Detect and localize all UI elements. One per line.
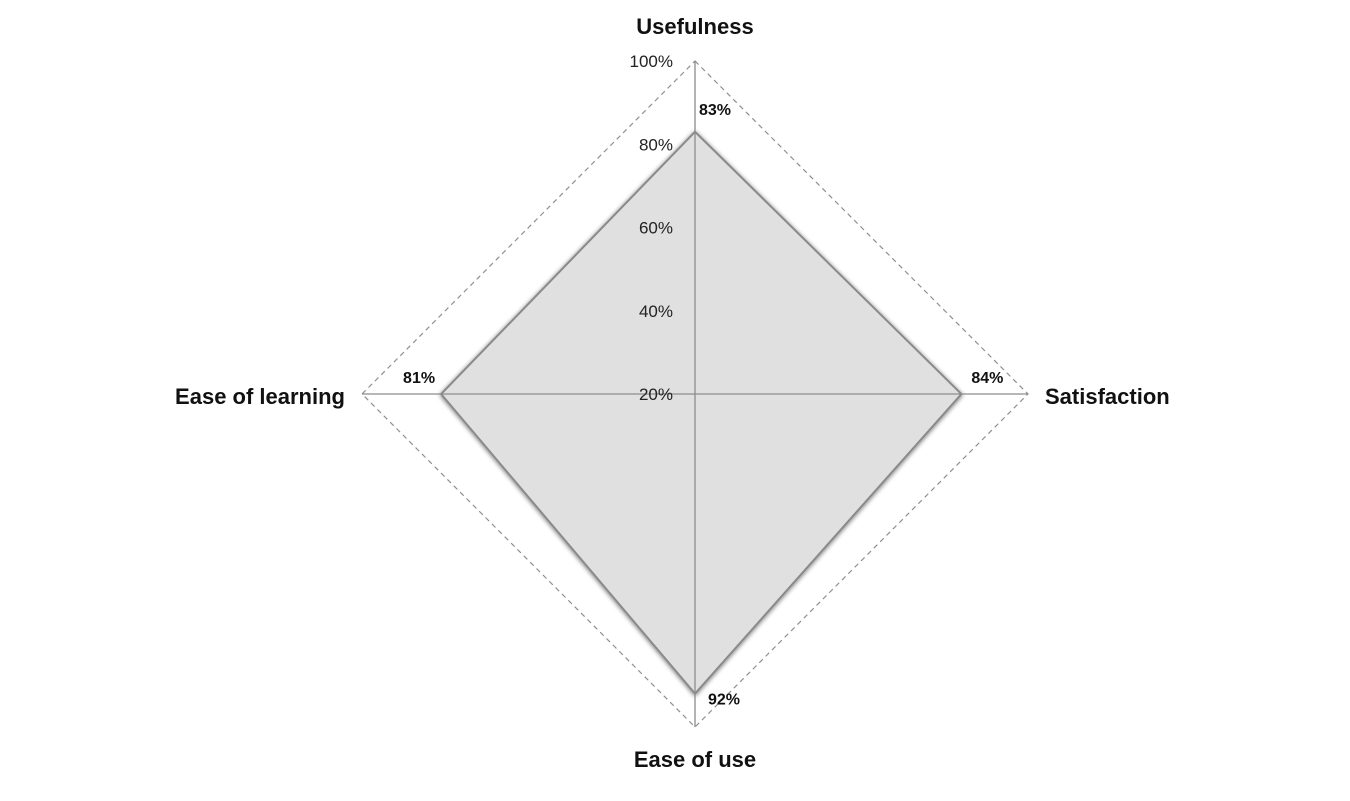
axis-label-ease-of-learning: Ease of learning [175, 384, 345, 409]
data-area [439, 130, 963, 696]
axis-label-usefulness: Usefulness [636, 14, 753, 39]
data-label-ease-of-use: 92% [708, 692, 740, 709]
data-label-usefulness: 83% [699, 102, 731, 119]
outer-gridline [361, 60, 1029, 728]
tick-label: 100% [630, 52, 673, 71]
tick-label: 80% [639, 135, 673, 154]
tick-label: 60% [639, 219, 673, 238]
data-label-ease-of-learning: 81% [403, 370, 435, 387]
tick-label: 40% [639, 302, 673, 321]
tick-label: 20% [639, 385, 673, 404]
axis-label-ease-of-use: Ease of use [634, 747, 756, 772]
data-label-satisfaction: 84% [971, 370, 1003, 387]
axis-label-satisfaction: Satisfaction [1045, 384, 1170, 409]
